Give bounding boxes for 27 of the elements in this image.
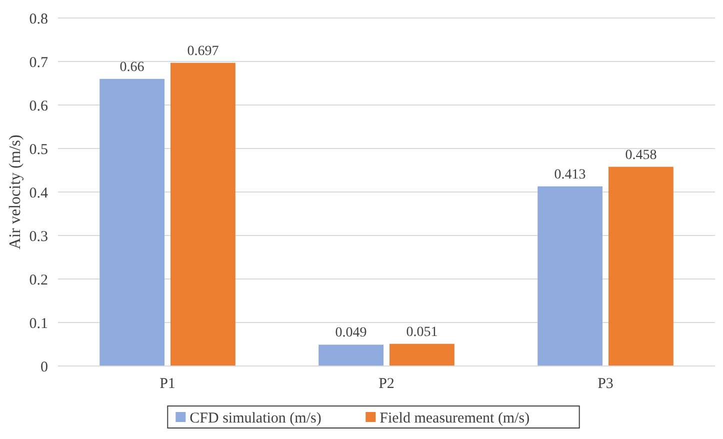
x-tick-label: P3	[598, 376, 614, 392]
data-label: 0.051	[406, 324, 438, 340]
bar	[608, 166, 674, 366]
y-tick-label: 0.5	[29, 142, 48, 158]
legend-label: CFD simulation (m/s)	[190, 410, 322, 426]
y-tick-label: 0	[40, 359, 48, 376]
data-label: 0.049	[335, 326, 367, 341]
y-tick-label: 0.6	[29, 98, 48, 114]
bar	[100, 78, 164, 366]
bar	[170, 62, 236, 366]
y-tick-label: 0.8	[29, 11, 48, 28]
bar	[538, 186, 602, 366]
y-tick-label: 0.7	[29, 54, 48, 71]
y-tick-label: 0.2	[29, 272, 48, 288]
y-axis-title: Air velocity (m/s)	[7, 134, 24, 250]
bar	[318, 344, 384, 366]
y-tick-label: 0.3	[29, 228, 48, 245]
bar	[390, 344, 454, 366]
data-label: 0.697	[187, 44, 219, 59]
y-tick-label: 0.4	[29, 185, 48, 202]
data-label: 0.66	[120, 60, 144, 75]
data-label: 0.458	[625, 148, 657, 163]
x-tick-label: P1	[160, 376, 176, 392]
legend-label: Field measurement (m/s)	[380, 410, 530, 426]
x-tick-label: P2	[378, 376, 394, 392]
data-label: 0.413	[554, 167, 586, 182]
y-tick-label: 0.1	[29, 316, 48, 332]
